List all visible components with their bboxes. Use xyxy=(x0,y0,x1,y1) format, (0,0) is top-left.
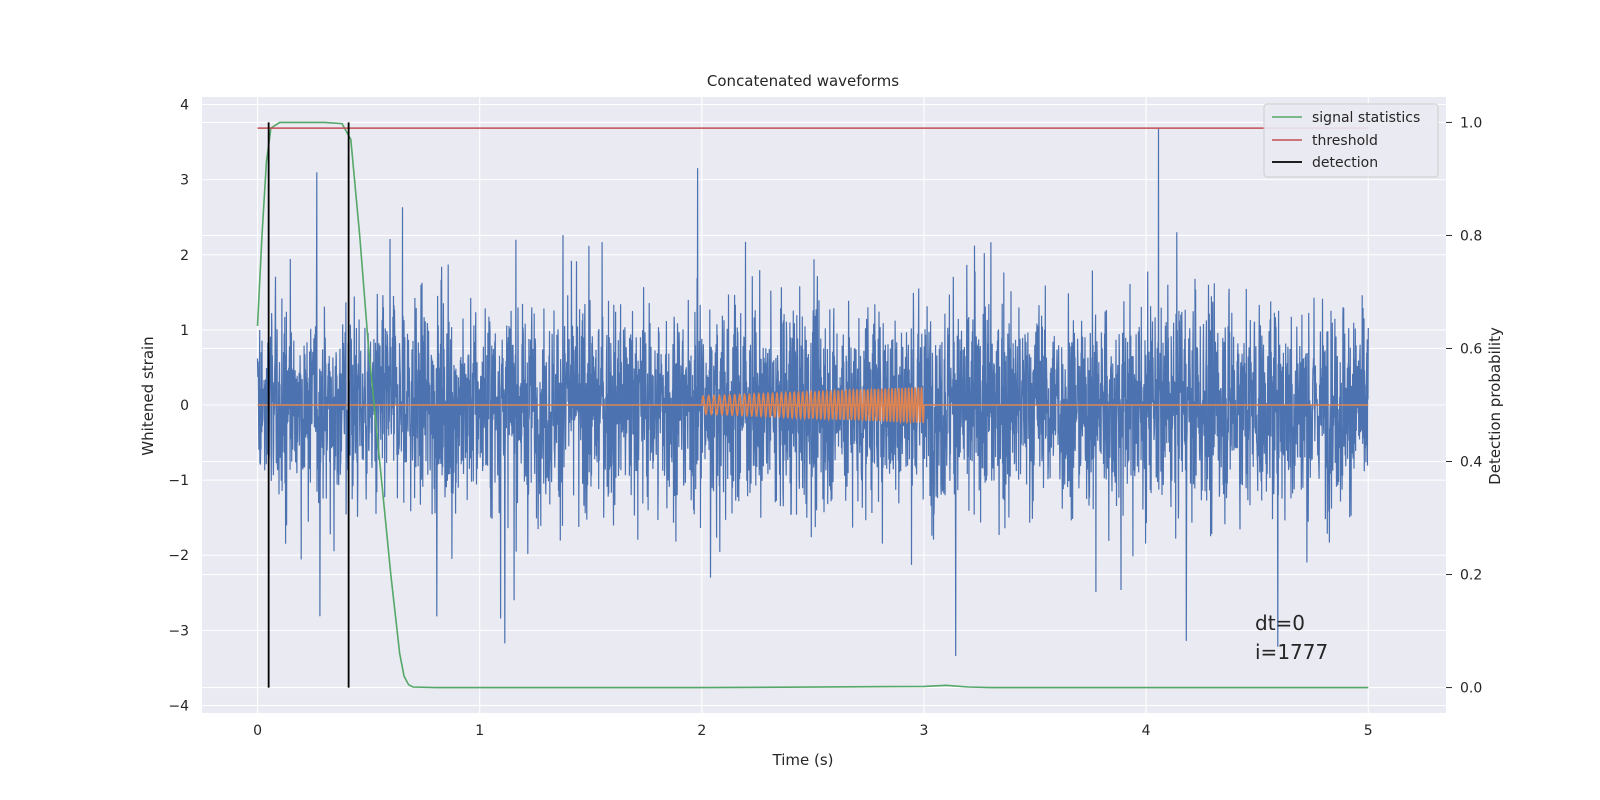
x-tick-label: 1 xyxy=(475,723,484,739)
series-signal-statistics xyxy=(256,121,1369,689)
x-tick-label: 5 xyxy=(1364,723,1373,739)
y2-tick-label: 1.0 xyxy=(1460,115,1482,131)
y2-tick-label: 0.6 xyxy=(1460,341,1482,357)
y2-tick-label: 0.4 xyxy=(1460,455,1482,471)
legend: signal statistics threshold detection xyxy=(1263,103,1439,178)
y2-axis-title: Detection probability xyxy=(1486,327,1504,485)
y-tick-label: −1 xyxy=(168,473,189,489)
series-layer xyxy=(256,121,1369,689)
legend-label-signal-statistics: signal statistics xyxy=(1312,110,1420,126)
x-tick-label: 3 xyxy=(920,723,929,739)
y2-tick-label: 0.8 xyxy=(1460,228,1482,244)
legend-frame xyxy=(1263,103,1439,178)
x-axis-title: Time (s) xyxy=(772,751,834,769)
series-strain xyxy=(256,127,1369,657)
y2-tick-label: 0.2 xyxy=(1460,568,1482,584)
x-axis-ticks: 0 1 2 3 4 5 xyxy=(253,723,1373,739)
annotation-i: i=1777 xyxy=(1255,640,1328,664)
series-injection xyxy=(701,386,925,425)
x-tick-label: 2 xyxy=(697,723,706,739)
x-tick-label: 4 xyxy=(1142,723,1151,739)
y-tick-label: 4 xyxy=(180,98,189,114)
y-tick-label: 2 xyxy=(180,248,189,264)
y2-tick-label: 0.0 xyxy=(1460,681,1482,697)
y-tick-label: 3 xyxy=(180,173,189,189)
annotation-dt: dt=0 xyxy=(1255,611,1305,635)
y-tick-label: 1 xyxy=(180,323,189,339)
y-tick-label: −4 xyxy=(168,698,189,714)
y2-axis-ticks: 0.0 0.2 0.4 0.6 0.8 1.0 xyxy=(1446,115,1482,697)
x-tick-label: 0 xyxy=(253,723,262,739)
y-tick-label: −3 xyxy=(168,623,189,639)
legend-label-detection: detection xyxy=(1312,155,1378,171)
chart-title: Concatenated waveforms xyxy=(707,72,899,90)
y-axis-title: Whitened strain xyxy=(139,336,157,455)
y-tick-label: −2 xyxy=(168,548,189,564)
y-axis-ticks: −4 −3 −2 −1 0 1 2 3 4 xyxy=(168,98,189,715)
y-tick-label: 0 xyxy=(180,398,189,414)
legend-label-threshold: threshold xyxy=(1312,133,1378,149)
